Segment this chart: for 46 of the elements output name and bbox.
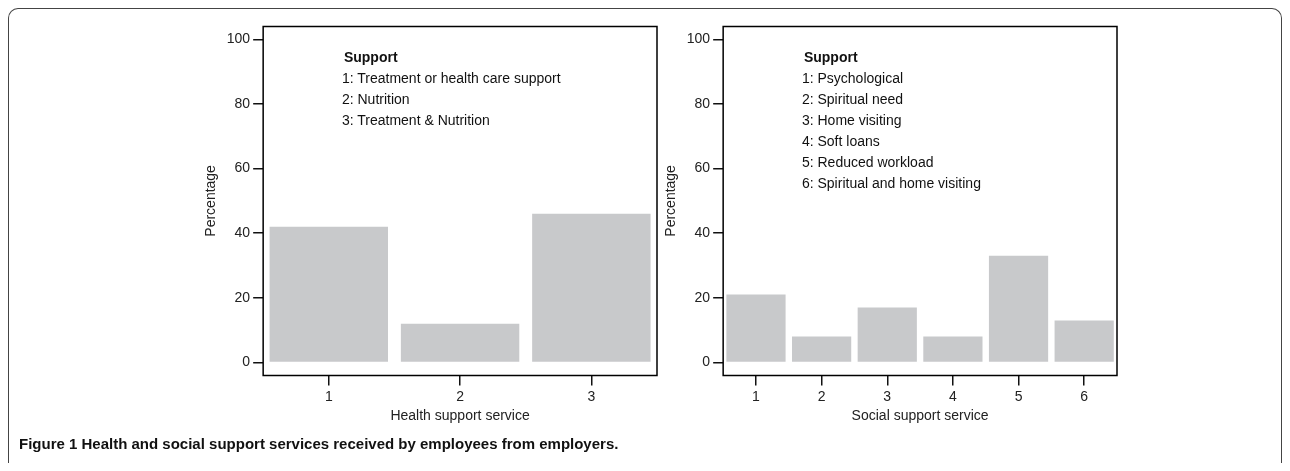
annotation: 1: Treatment or health care support: [341, 70, 561, 87]
x-tick-label: 3: [587, 387, 596, 404]
bar: [857, 307, 917, 362]
annotation: 3: Home visiting: [801, 112, 902, 129]
legend-title: Support: [803, 49, 858, 66]
x-axis-title: Social support service: [851, 407, 989, 424]
bar: [726, 294, 786, 362]
y-tick-label: 100: [686, 30, 711, 47]
bar: [269, 226, 389, 362]
y-tick-label: 0: [242, 353, 251, 370]
bar: [400, 323, 520, 362]
x-tick-label: 4: [949, 387, 957, 404]
x-axis-title: Health support service: [390, 407, 530, 424]
caption: Figure 1 Health and social support services received by employees from employers.: [19, 435, 619, 452]
x-tick-label: 6: [1080, 387, 1089, 404]
y-axis-title: Percentage: [662, 164, 679, 237]
bar: [792, 336, 852, 362]
bar: [988, 255, 1049, 362]
y-tick-label: 80: [694, 94, 711, 111]
y-tick-label: 20: [234, 288, 251, 305]
annotation: 4: Soft loans: [801, 133, 880, 150]
annotation: 2: Spiritual need: [801, 91, 904, 108]
y-tick-label: 20: [694, 288, 711, 305]
annotation: 1: Psychological: [801, 70, 904, 87]
x-tick-label: 1: [324, 387, 333, 404]
y-tick-label: 60: [694, 159, 711, 176]
x-tick-label: 2: [456, 387, 465, 404]
y-tick-label: 40: [694, 224, 711, 241]
annotation: 5: Reduced workload: [801, 154, 934, 171]
y-tick-label: 80: [234, 94, 251, 111]
annotation: 6: Spiritual and home visiting: [801, 175, 981, 192]
y-tick-label: 40: [234, 224, 251, 241]
bar: [923, 336, 983, 362]
x-tick-label: 1: [752, 387, 761, 404]
legend-title: Support: [343, 49, 398, 66]
y-axis-title: Percentage: [202, 164, 219, 237]
x-tick-label: 2: [817, 387, 826, 404]
x-tick-label: 5: [1014, 387, 1023, 404]
bar: [1054, 320, 1114, 362]
y-tick-label: 100: [226, 30, 251, 47]
y-tick-label: 60: [234, 159, 251, 176]
bar: [532, 213, 651, 362]
y-tick-label: 0: [702, 353, 711, 370]
x-tick-label: 3: [883, 387, 892, 404]
annotation: 2: Nutrition: [341, 91, 410, 108]
annotation: 3: Treatment & Nutrition: [341, 112, 490, 129]
